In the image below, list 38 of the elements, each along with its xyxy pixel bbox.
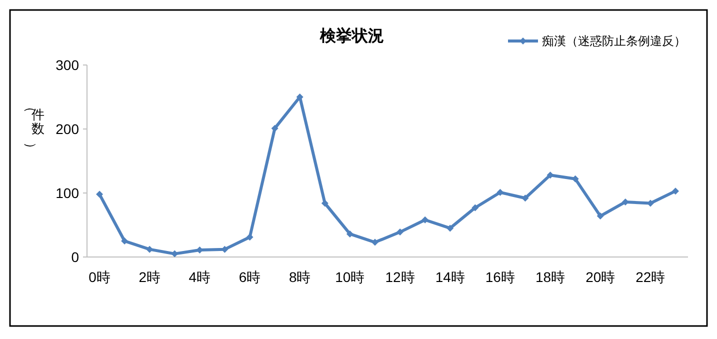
chart-title: 検挙状況: [319, 27, 384, 45]
y-tick-label: 200: [56, 121, 80, 137]
y-tick-label: 0: [71, 249, 80, 265]
point: [622, 198, 629, 206]
point: [472, 204, 479, 212]
y-tick-label: 100: [56, 185, 80, 201]
point: [446, 224, 454, 232]
point: [121, 238, 128, 244]
legend-label: 痴漢（迷惑防止条例違反）: [542, 34, 686, 48]
x-tick-label: 20時: [586, 269, 616, 285]
point: [146, 246, 154, 253]
point: [171, 250, 178, 258]
point: [496, 188, 504, 196]
point: [396, 228, 404, 236]
point: [96, 190, 104, 198]
y-axis-title: （件数）: [24, 100, 44, 155]
point: [271, 124, 278, 132]
point: [522, 194, 529, 202]
x-tick-label: 22時: [636, 269, 666, 285]
point: [346, 230, 354, 238]
point: [246, 234, 254, 241]
x-tick-label: 10時: [335, 269, 365, 285]
x-tick-label: 18時: [535, 269, 566, 285]
point: [672, 188, 679, 195]
x-tick-label: 8時: [288, 269, 311, 285]
x-tick-label: 0時: [88, 269, 110, 285]
point: [422, 216, 429, 224]
y-tick-label: 300: [56, 57, 80, 73]
x-tick-label: 12時: [385, 269, 415, 285]
x-tick-label: 4時: [188, 269, 211, 285]
point: [321, 200, 328, 207]
x-tick-label: 2時: [138, 269, 161, 285]
point: [596, 212, 604, 220]
point: [546, 172, 554, 179]
x-tick-label: 6時: [238, 269, 261, 285]
point: [371, 238, 378, 246]
x-tick-label: 14時: [435, 269, 465, 285]
x-tick-label: 16時: [485, 269, 515, 285]
